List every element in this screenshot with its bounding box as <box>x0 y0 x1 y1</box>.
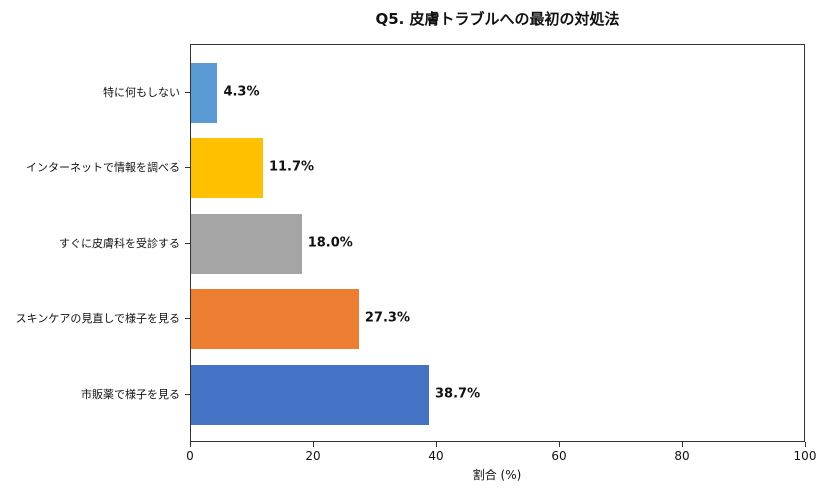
y-tick <box>185 243 190 244</box>
chart-title: Q5. 皮膚トラブルへの最初の対処法 <box>375 10 620 28</box>
y-tick <box>185 394 190 395</box>
x-tick <box>559 442 560 447</box>
value-label: 38.7% <box>435 386 481 402</box>
y-tick-label: すぐに皮膚科を受診する <box>59 237 180 250</box>
y-tick-label: 市販薬で様子を見る <box>81 388 180 401</box>
y-tick <box>185 92 190 93</box>
bar <box>191 63 218 123</box>
x-tick-label: 80 <box>674 449 690 463</box>
x-tick-label: 100 <box>793 449 817 463</box>
bar <box>191 365 429 425</box>
x-tick <box>313 442 314 447</box>
bar <box>191 138 263 198</box>
x-tick-label: 20 <box>305 449 321 463</box>
x-axis-title: 割合 (%) <box>472 468 522 482</box>
x-tick-label: 0 <box>186 449 194 463</box>
x-tick-label: 60 <box>551 449 567 463</box>
bar <box>191 214 302 274</box>
x-tick <box>436 442 437 447</box>
plot-area <box>190 44 805 442</box>
x-tick <box>190 442 191 447</box>
y-tick <box>185 318 190 319</box>
y-tick-label: スキンケアの見直しで様子を見る <box>15 312 180 325</box>
value-label: 4.3% <box>223 84 260 100</box>
x-tick-label: 40 <box>428 449 444 463</box>
value-label: 18.0% <box>307 235 353 251</box>
y-tick <box>185 167 190 168</box>
y-tick-label: 特に何もしない <box>103 86 180 99</box>
y-tick-label: インターネットで情報を調べる <box>26 161 180 174</box>
x-tick <box>805 442 806 447</box>
x-tick <box>682 442 683 447</box>
value-label: 11.7% <box>268 159 315 175</box>
bar <box>191 289 359 349</box>
value-label: 27.3% <box>364 310 410 326</box>
